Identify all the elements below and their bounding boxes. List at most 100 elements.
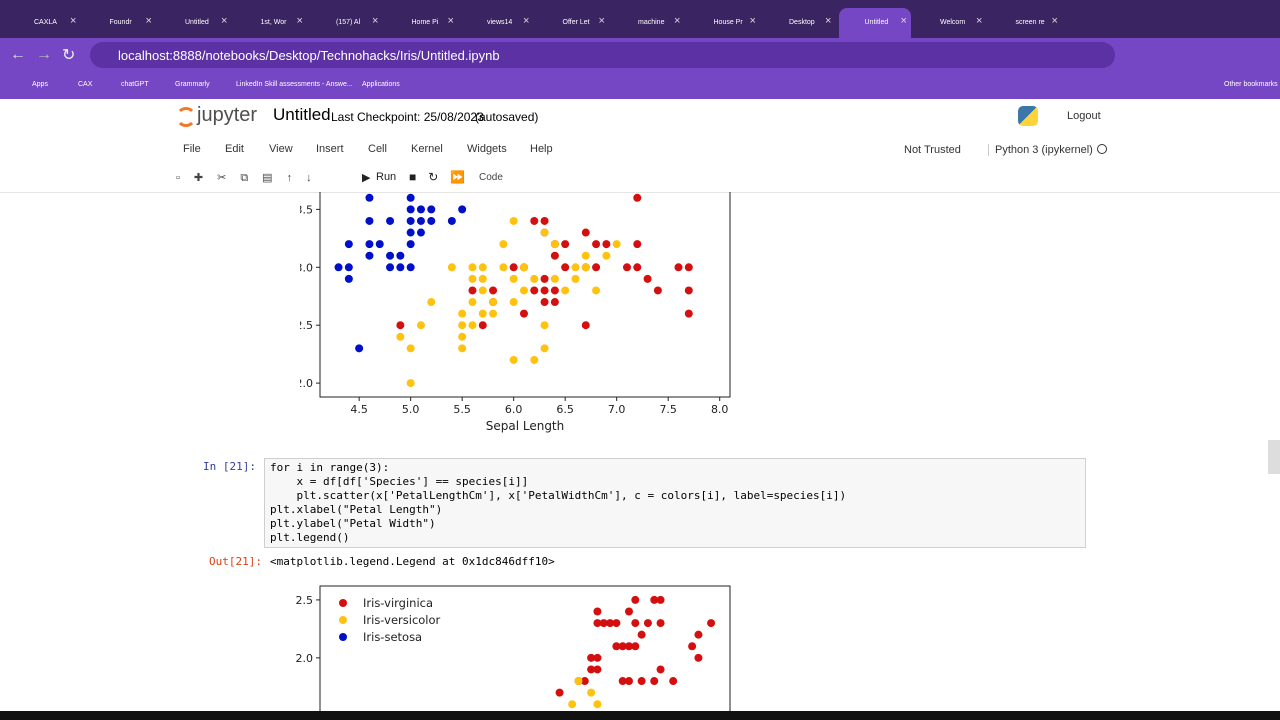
tab-close[interactable]: × <box>145 15 152 27</box>
point <box>478 309 487 318</box>
autosave: (autosaved) <box>475 110 539 124</box>
tab[interactable] <box>838 8 911 38</box>
menu-item[interactable]: Kernel <box>411 143 443 155</box>
bookmark[interactable]: Other bookmarks <box>1224 81 1278 88</box>
logout[interactable]: Logout <box>1067 110 1101 122</box>
trusted[interactable]: Not Trusted <box>904 144 961 156</box>
point <box>509 274 518 283</box>
point <box>458 332 467 341</box>
logo[interactable]: jupyter <box>197 104 258 126</box>
point <box>622 263 631 272</box>
tab-close[interactable]: × <box>296 15 303 27</box>
menu-item[interactable]: Widgets <box>467 143 507 155</box>
x-tick-label: 8.0 <box>711 403 729 416</box>
menu-item[interactable]: Help <box>530 143 553 155</box>
tab-close[interactable]: × <box>598 15 605 27</box>
x-tick-label: 7.5 <box>659 403 677 416</box>
tab-close[interactable]: × <box>749 15 756 27</box>
point <box>550 251 559 260</box>
tab-close[interactable]: × <box>447 15 454 27</box>
point <box>593 607 602 616</box>
point <box>581 228 590 237</box>
point <box>519 286 528 295</box>
point <box>550 240 559 249</box>
tab-close[interactable]: × <box>976 15 983 27</box>
bookmark[interactable]: Apps <box>32 81 48 88</box>
code-line: for i in range(3): <box>270 461 390 474</box>
point <box>458 309 467 318</box>
axes-frame <box>319 192 731 398</box>
kernel[interactable]: Python 3 (ipykernel) <box>988 144 1093 156</box>
point <box>593 665 602 674</box>
menu-item[interactable]: Insert <box>316 143 344 155</box>
point <box>593 619 602 628</box>
point <box>427 205 436 214</box>
tab-close[interactable]: × <box>825 15 832 27</box>
point <box>386 263 395 272</box>
point <box>530 274 539 283</box>
tab-title: machine <box>638 19 665 26</box>
tab-close[interactable]: × <box>674 15 681 27</box>
code-cell[interactable]: for i in range(3): x = df[df['Species'] … <box>264 458 1086 548</box>
tab-close[interactable]: × <box>372 15 379 27</box>
bookmark[interactable]: chatGPT <box>121 81 149 88</box>
point <box>416 321 425 330</box>
tab-title: Untitled <box>864 19 889 26</box>
tab-close[interactable]: × <box>900 15 907 27</box>
tab-close[interactable]: × <box>70 15 77 27</box>
cell-type[interactable]: Code <box>479 172 503 183</box>
taskbar <box>0 711 1280 720</box>
point <box>650 595 659 604</box>
point <box>396 321 405 330</box>
point <box>593 700 602 709</box>
point <box>489 298 498 307</box>
point <box>530 286 539 295</box>
point <box>631 595 640 604</box>
run[interactable]: Run <box>376 171 397 183</box>
point <box>571 263 580 272</box>
tab-close[interactable]: × <box>1051 15 1058 27</box>
forward[interactable]: → <box>36 46 52 63</box>
point <box>561 286 570 295</box>
scrollbar[interactable] <box>1268 440 1280 474</box>
point <box>633 263 642 272</box>
toolbar-icons[interactable]: ■↻⏩ <box>409 170 478 184</box>
point <box>587 688 596 697</box>
menu-item[interactable]: View <box>269 143 293 155</box>
point <box>365 193 374 202</box>
point <box>406 216 415 225</box>
point <box>631 619 640 628</box>
point <box>550 286 559 295</box>
point <box>540 228 549 237</box>
bookmark[interactable]: CAX <box>78 81 93 88</box>
point <box>684 286 693 295</box>
menu-item[interactable]: File <box>183 143 201 155</box>
back[interactable]: ← <box>10 46 26 63</box>
python-logo <box>1018 106 1038 126</box>
point <box>375 240 384 249</box>
point <box>386 251 395 260</box>
point <box>458 321 467 330</box>
point <box>530 355 539 364</box>
code-line: plt.legend() <box>270 531 350 544</box>
point <box>540 286 549 295</box>
reload[interactable]: ↻ <box>62 47 76 64</box>
point <box>593 653 602 662</box>
point <box>396 332 405 341</box>
tab-title: CAXLA <box>34 19 57 26</box>
bookmark[interactable]: Applications <box>362 81 400 88</box>
point <box>416 216 425 225</box>
bookmark[interactable]: Grammarly <box>175 81 210 88</box>
x-tick-label: 5.0 <box>402 403 420 416</box>
bookmark[interactable]: LinkedIn Skill assessments - Answe... <box>236 81 353 88</box>
menu-item[interactable]: Cell <box>368 143 387 155</box>
omnibox[interactable]: localhost:8888/notebooks/Desktop/Technoh… <box>90 42 1115 68</box>
point <box>612 240 621 249</box>
tab-close[interactable]: × <box>523 15 530 27</box>
toolbar-icons[interactable]: ▫✚✂⧉▤↑↓ <box>176 172 326 184</box>
notebook-title[interactable]: Untitled <box>273 105 331 124</box>
tab-close[interactable]: × <box>221 15 228 27</box>
point <box>592 286 601 295</box>
menu-item[interactable]: Edit <box>225 143 244 155</box>
cell-output: <matplotlib.legend.Legend at 0x1dc846dff… <box>270 555 555 568</box>
